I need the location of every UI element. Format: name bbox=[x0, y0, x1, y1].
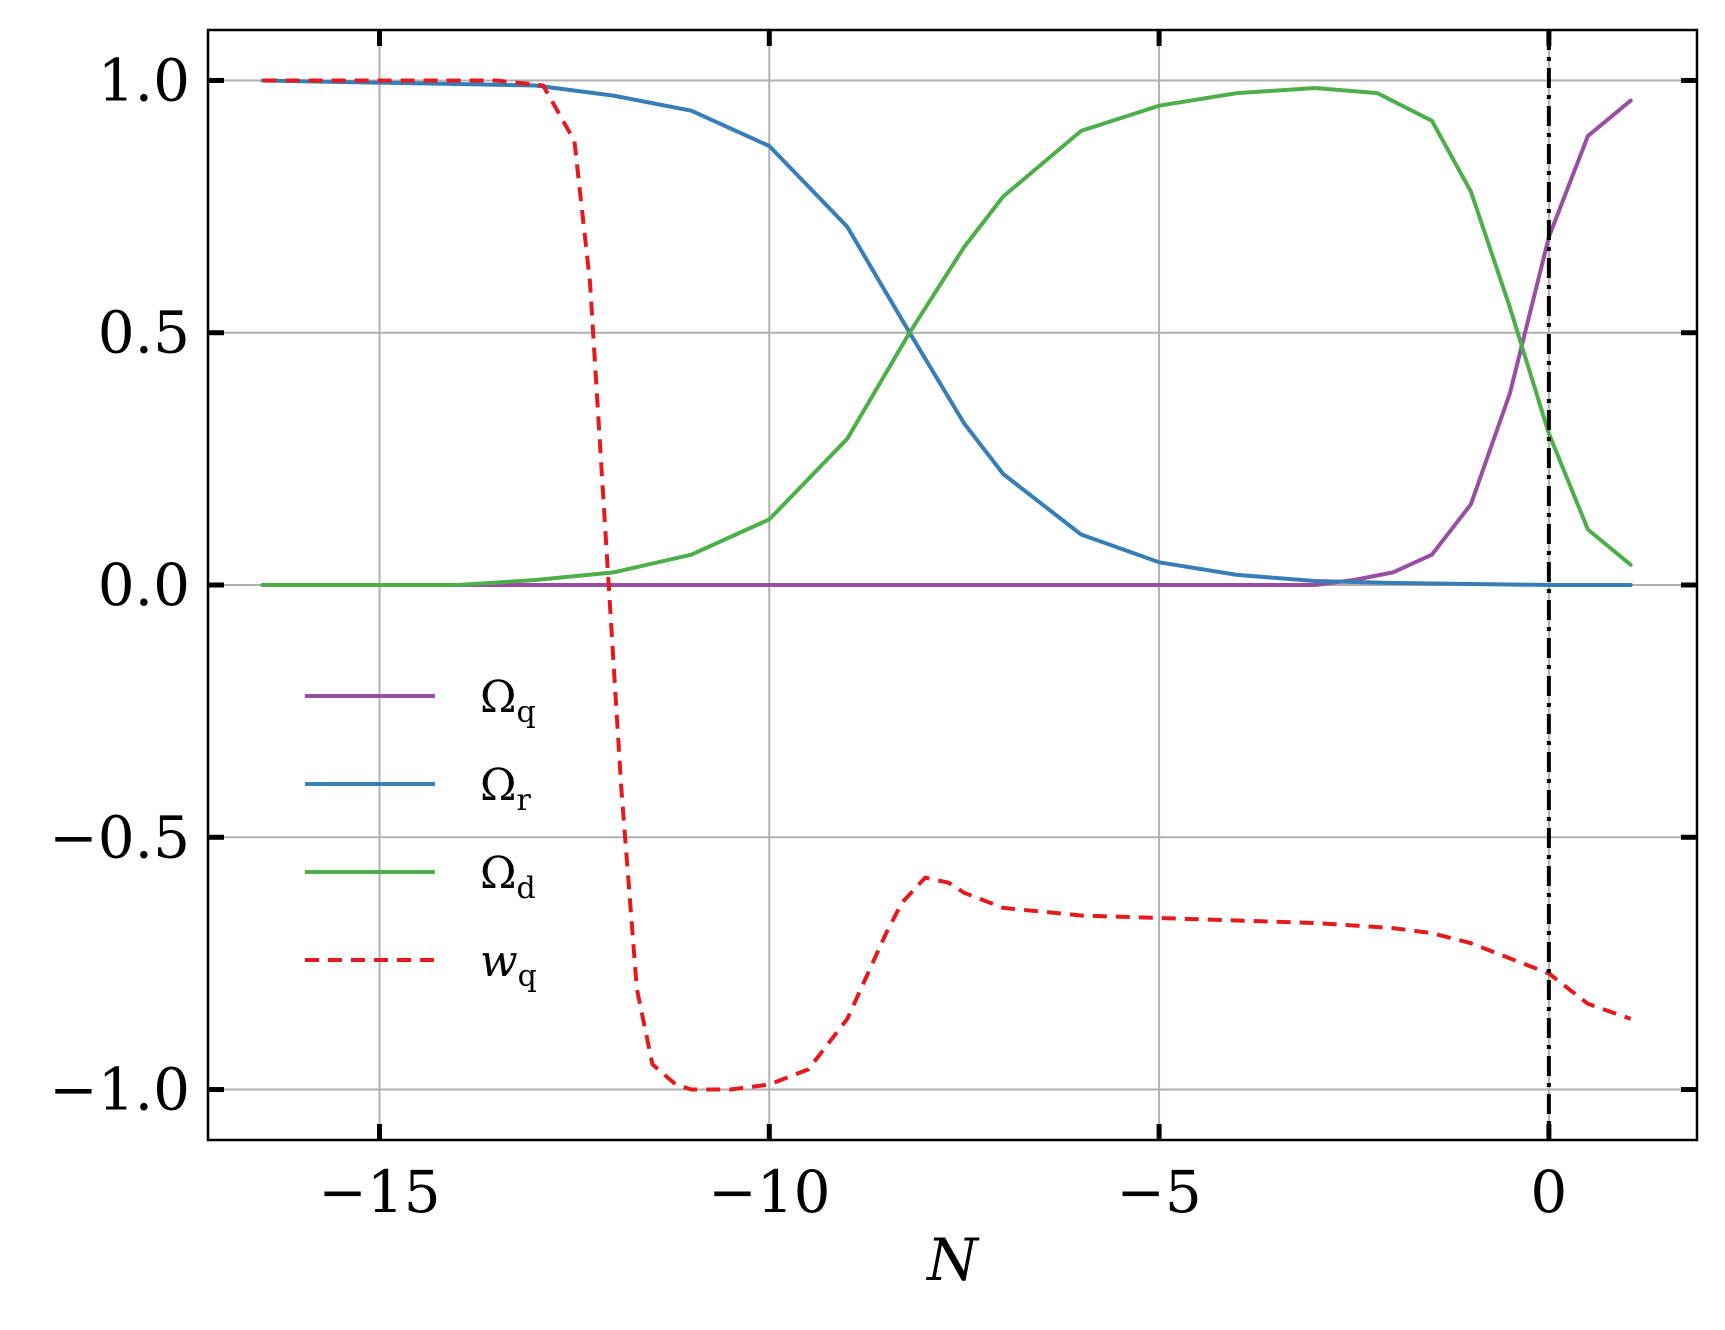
series-line--r bbox=[260, 78, 1633, 587]
legend-label-symbol: w bbox=[480, 936, 518, 987]
legend-label-subscript: q bbox=[518, 959, 537, 994]
legend-label-symbol: Ω bbox=[480, 672, 516, 723]
legend-label: wq bbox=[480, 936, 537, 994]
axis-ticks bbox=[208, 30, 1697, 1140]
legend-label: Ωr bbox=[480, 760, 531, 818]
x-axis-label: N bbox=[925, 1226, 980, 1294]
x-tick-label: 0 bbox=[1530, 1158, 1567, 1226]
y-tick-label: −1.0 bbox=[49, 1056, 190, 1124]
x-tick-label: −5 bbox=[1116, 1158, 1202, 1226]
legend-label-subscript: d bbox=[516, 871, 535, 906]
legend-label: Ωd bbox=[480, 848, 536, 906]
y-tick-labels: 1.0 0.5 0.0 −0.5 −1.0 bbox=[49, 46, 190, 1123]
series-line--d bbox=[260, 86, 1633, 587]
x-tick-label: −10 bbox=[708, 1158, 830, 1226]
legend-label-symbol: Ω bbox=[480, 848, 516, 899]
legend-label-subscript: q bbox=[516, 695, 535, 730]
y-tick-label: 1.0 bbox=[98, 46, 190, 114]
x-tick-label: −15 bbox=[318, 1158, 440, 1226]
y-tick-label: 0.5 bbox=[98, 299, 190, 367]
legend-label-subscript: r bbox=[516, 783, 531, 818]
legend-label: Ωq bbox=[480, 672, 536, 730]
series-line-w-q bbox=[262, 78, 1632, 1092]
y-tick-label: 0.0 bbox=[98, 551, 190, 619]
y-tick-label: −0.5 bbox=[49, 803, 190, 871]
legend-label-symbol: Ω bbox=[480, 760, 516, 811]
x-tick-labels: −15 −10 −5 0 bbox=[318, 1158, 1567, 1226]
